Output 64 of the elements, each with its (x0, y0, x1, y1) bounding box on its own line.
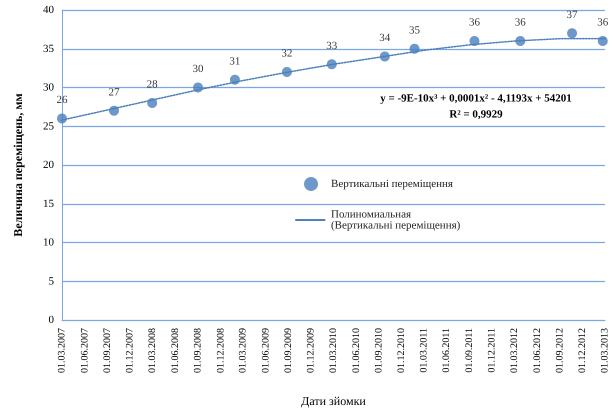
x-tick-label: 01.06.2009 (260, 328, 272, 373)
y-tick-label: 5 (48, 275, 54, 288)
x-tick-label: 01.12.2011 (486, 328, 498, 373)
x-tick-label: 01.09.2011 (464, 328, 475, 373)
annotation: R² = 0,9929 (449, 108, 504, 120)
x-tick-label: 01.06.2007 (79, 328, 90, 373)
data-label: 33 (326, 40, 338, 52)
x-tick-label: 01.03.2009 (238, 328, 249, 373)
point (147, 98, 158, 108)
legend-label: Вертикальні переміщення (331, 178, 453, 190)
point (598, 36, 608, 46)
data-label: 30 (192, 63, 204, 75)
data-label: 31 (229, 55, 240, 68)
data-label: 36 (514, 16, 526, 28)
data-label: 32 (281, 48, 292, 60)
y-tick-label: 0 (48, 314, 54, 326)
x-tick-label: 01.12.2008 (215, 328, 226, 373)
legend-label: Полиномиальная (Вертикальні переміщення) (331, 208, 461, 232)
x-tick-label: 01.09.2009 (283, 328, 294, 373)
data-label: 36 (597, 16, 609, 28)
x-tick-label: 01.06.2011 (441, 328, 452, 373)
point (380, 52, 390, 62)
x-tick-label: 01.12.2010 (396, 328, 408, 373)
y-tick-label: 25 (43, 120, 54, 132)
data-label: 37 (566, 8, 578, 21)
x-tick-label: 01.09.2007 (102, 328, 114, 373)
x-tick-label: 01.03.2012 (509, 328, 520, 373)
x-tick-label: 01.09.2008 (192, 328, 204, 373)
x-tick-label: 01.03.2008 (147, 328, 158, 373)
point (230, 74, 240, 85)
x-tick-label: 01.03.2010 (328, 328, 339, 373)
point (282, 67, 292, 77)
data-label: 35 (409, 24, 421, 36)
x-tick-label: 01.06.2010 (350, 328, 362, 373)
point (567, 28, 578, 38)
point (109, 106, 120, 116)
y-tick-label: 20 (43, 159, 54, 171)
point (469, 36, 480, 46)
x-axis-title: Дати зйомки (301, 394, 366, 408)
x-tick-label: 01.03.2007 (56, 328, 68, 373)
point (326, 59, 337, 70)
x-tick-label: 01.09.2012 (554, 328, 566, 373)
x-tick-label: 01.06.2008 (170, 328, 181, 373)
point (193, 82, 203, 92)
data-label: 27 (108, 86, 120, 98)
point (57, 114, 67, 124)
x-tick-label: 01.09.2010 (374, 328, 385, 373)
y-tick-label: 10 (43, 236, 54, 248)
x-tick-label: 01.03.2013 (600, 328, 610, 373)
x-tick-label: 01.12.2007 (124, 328, 136, 373)
point (515, 36, 526, 46)
point (410, 44, 420, 54)
y-tick-label: 35 (43, 42, 54, 55)
annotation: y = -9E-10x³ + 0,0001x² - 4,1193x + 54201 (380, 92, 572, 104)
data-label: 36 (468, 16, 480, 28)
y-tick-label: 15 (43, 198, 54, 210)
x-tick-label: 01.03.2011 (418, 328, 430, 373)
x-tick-label: 01.06.2012 (532, 328, 543, 373)
y-tick-label: 30 (43, 82, 54, 94)
data-label: 34 (379, 32, 391, 44)
y-axis-title: Величина переміщень, мм (11, 93, 25, 237)
x-tick-label: 01.12.2009 (306, 328, 317, 373)
y-tick-label: 40 (43, 4, 54, 16)
x-tick-label: 01.12.2012 (577, 328, 588, 373)
